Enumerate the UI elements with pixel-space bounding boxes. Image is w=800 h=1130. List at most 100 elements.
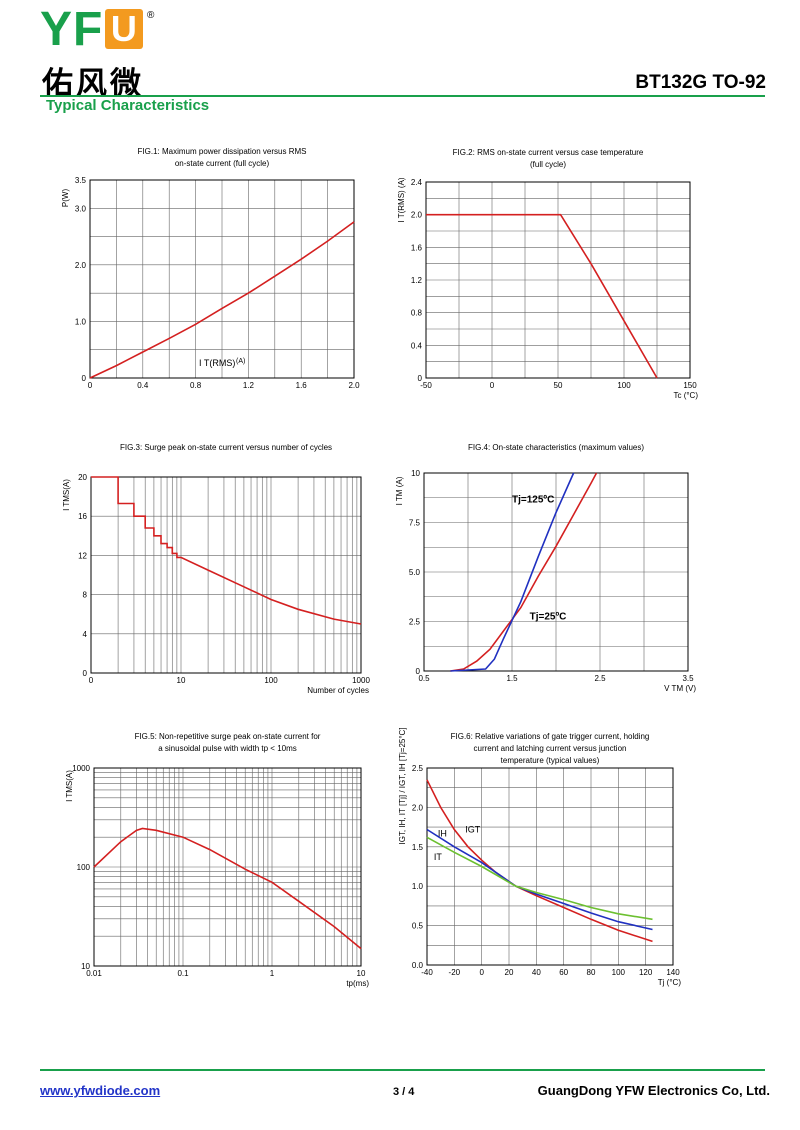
plot-frame <box>426 767 674 966</box>
y-axis-label: I TMS(A) <box>65 770 74 802</box>
x-axis-label: Tj (°C) <box>658 978 682 987</box>
x-tick-label: 2.0 <box>348 381 360 390</box>
x-tick-label: 1 <box>270 969 275 978</box>
y-axis-label: IGT, IH, IT [Tj] / IGT, IH [Tj=25°C] <box>398 727 407 844</box>
x-tick-label: 20 <box>505 968 514 977</box>
x-tick-label: 0.8 <box>190 381 202 390</box>
header-divider <box>40 95 765 97</box>
chart-title: FIG.5: Non-repetitive surge peak on-stat… <box>135 732 321 741</box>
y-tick-label: 7.5 <box>409 519 421 528</box>
registered-mark: ® <box>147 10 155 21</box>
series-line-it <box>426 836 653 921</box>
y-axis-label: I T(RMS) (A) <box>397 177 406 223</box>
y-tick-label: 4 <box>83 630 88 639</box>
document-title: BT132G TO-92 <box>635 72 766 93</box>
series-line-tj125c <box>450 472 575 672</box>
y-tick-label: 1000 <box>72 764 90 773</box>
chart-title: FIG.3: Surge peak on-state current versu… <box>120 443 332 452</box>
x-tick-label: 80 <box>587 968 596 977</box>
y-tick-label: 100 <box>77 863 91 872</box>
y-tick-label: 2.0 <box>412 803 424 812</box>
x-tick-label: 2.5 <box>594 674 606 683</box>
x-tick-label: 50 <box>554 381 563 390</box>
y-axis-label: I TM (A) <box>395 476 404 505</box>
x-tick-label: 40 <box>532 968 541 977</box>
plot-frame <box>423 472 689 672</box>
y-tick-label: 10 <box>411 469 420 478</box>
x-tick-label: 1.2 <box>243 381 255 390</box>
plot-frame <box>89 179 355 379</box>
chart-title: FIG.6: Relative variations of gate trigg… <box>451 732 650 741</box>
footer-divider <box>40 1069 765 1071</box>
x-axis-unit: (A) <box>236 358 245 365</box>
y-tick-label: 20 <box>78 473 87 482</box>
y-axis-label: P(W) <box>61 189 70 208</box>
chart-fig6: FIG.6: Relative variations of gate trigg… <box>398 727 681 987</box>
y-tick-label: 0.5 <box>412 922 424 931</box>
x-tick-label: 0.01 <box>86 969 102 978</box>
y-tick-label: 2.5 <box>409 618 421 627</box>
x-tick-label: 140 <box>666 968 680 977</box>
y-tick-label: 0.4 <box>411 341 423 350</box>
y-tick-label: 0.0 <box>412 961 424 970</box>
y-tick-label: 16 <box>78 512 87 521</box>
x-tick-label: 1.5 <box>506 674 518 683</box>
y-tick-label: 2.0 <box>75 261 87 270</box>
x-tick-label: 3.5 <box>682 674 694 683</box>
x-tick-label: -20 <box>449 968 461 977</box>
y-tick-label: 0 <box>416 667 421 676</box>
y-tick-label: 0 <box>83 669 88 678</box>
plot-frame <box>90 476 362 674</box>
series-line <box>426 213 658 379</box>
x-tick-label: 120 <box>639 968 653 977</box>
x-tick-label: 0 <box>89 676 94 685</box>
y-tick-label: 1.2 <box>411 276 423 285</box>
y-tick-label: 10 <box>81 962 90 971</box>
chart-fig3: FIG.3: Surge peak on-state current versu… <box>62 443 370 695</box>
chart-fig5: FIG.5: Non-repetitive surge peak on-stat… <box>65 732 369 988</box>
y-tick-label: 1.0 <box>75 317 87 326</box>
chart-title: temperature (typical values) <box>501 756 600 765</box>
x-tick-label: 0.5 <box>418 674 430 683</box>
chart-title: FIG.1: Maximum power dissipation versus … <box>138 147 307 156</box>
page-number: 3 / 4 <box>393 1086 415 1098</box>
x-tick-label: 10 <box>357 969 366 978</box>
y-tick-label: 2.0 <box>411 211 423 220</box>
chart-fig2: FIG.2: RMS on-state current versus case … <box>397 148 698 400</box>
x-tick-label: -40 <box>421 968 433 977</box>
plot-frame <box>425 181 691 379</box>
x-tick-label: 10 <box>177 676 186 685</box>
website-link[interactable]: www.yfwdiode.com <box>40 1083 161 1098</box>
y-tick-label: 12 <box>78 551 87 560</box>
x-tick-label: 0 <box>490 381 495 390</box>
x-tick-label: 0.1 <box>177 969 189 978</box>
series-line-ih <box>426 828 653 931</box>
x-axis-label: I T(RMS) <box>199 358 235 368</box>
chart-title: current and latching current versus junc… <box>474 744 627 753</box>
company-name: GuangDong YFW Electronics Co, Ltd. <box>537 1083 770 1098</box>
y-tick-label: 1.0 <box>412 882 424 891</box>
y-tick-label: 3.5 <box>75 176 87 185</box>
y-tick-label: 1.5 <box>412 843 424 852</box>
x-tick-label: 100 <box>617 381 631 390</box>
x-tick-label: 60 <box>559 968 568 977</box>
x-axis-label: Tc (°C) <box>673 391 698 400</box>
x-tick-label: 1.6 <box>296 381 308 390</box>
y-tick-label: 8 <box>83 591 88 600</box>
x-tick-label: 0 <box>88 381 93 390</box>
series-line-tj25c <box>450 472 598 672</box>
brand-logo: YF U <box>40 6 144 54</box>
y-tick-label: 2.4 <box>411 178 423 187</box>
y-tick-label: 0.8 <box>411 309 423 318</box>
chart-fig4: FIG.4: On-state characteristics (maximum… <box>395 443 696 693</box>
x-tick-label: 100 <box>264 676 278 685</box>
y-tick-label: 2.5 <box>412 764 424 773</box>
section-title: Typical Characteristics <box>46 97 210 114</box>
y-axis-label: I TMS(A) <box>62 479 71 511</box>
chart-fig1: FIG.1: Maximum power dissipation versus … <box>61 147 360 390</box>
series-line-igt <box>426 779 653 943</box>
series-line <box>91 476 362 625</box>
x-axis-label: V TM (V) <box>664 684 696 693</box>
curve-label: IT <box>434 852 443 862</box>
